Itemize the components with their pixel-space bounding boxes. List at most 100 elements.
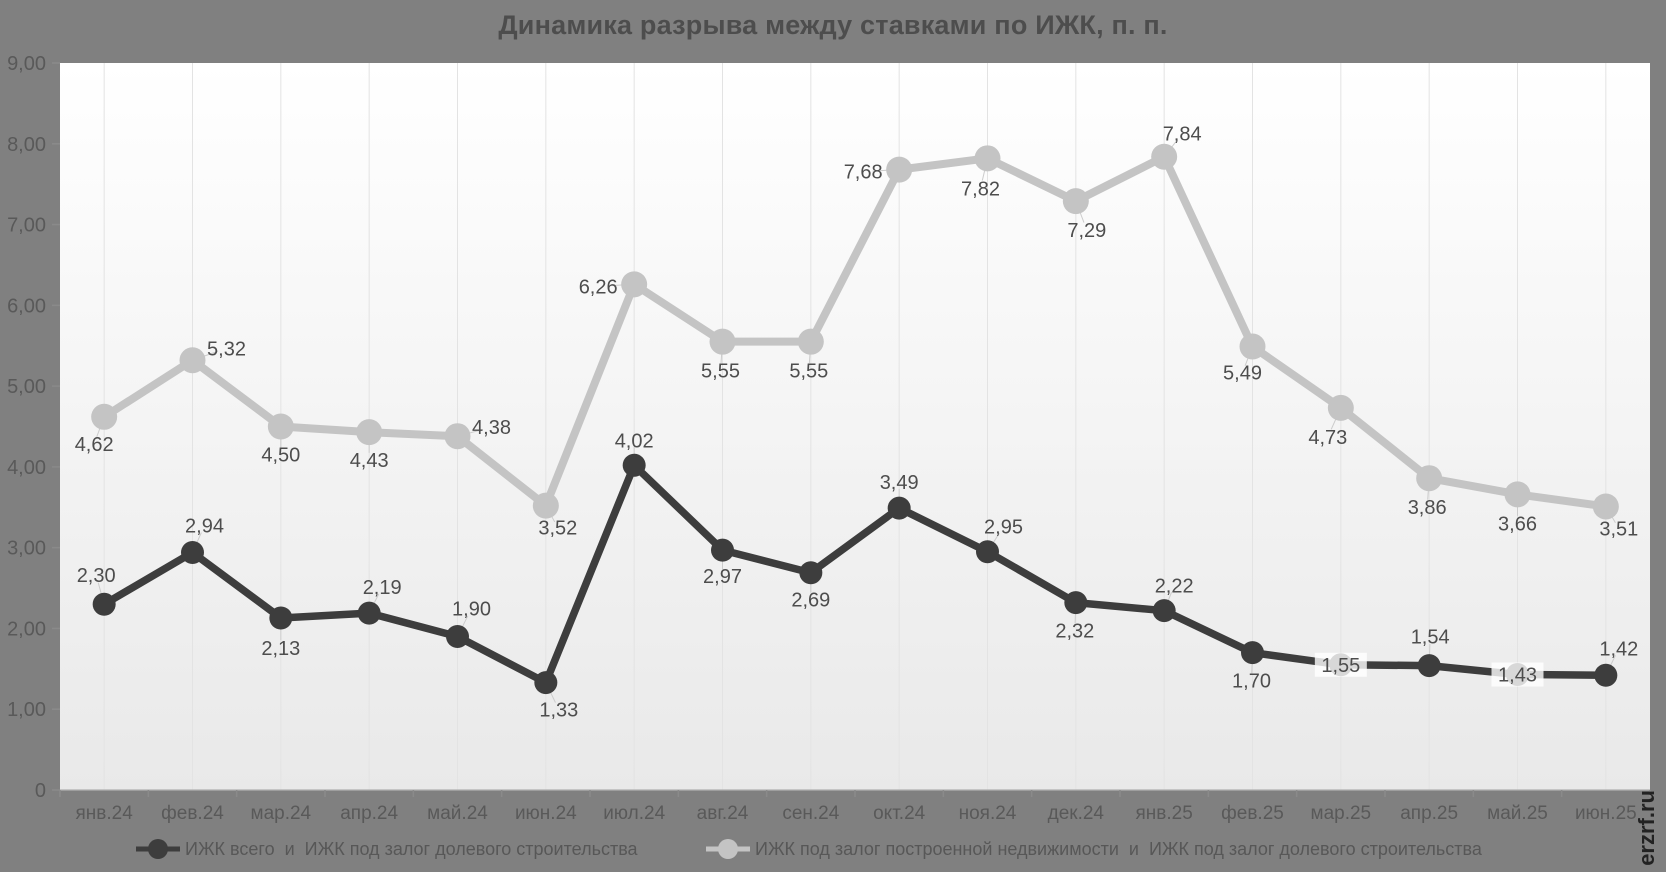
data-label: 7,29	[1067, 220, 1106, 242]
data-label: 3,66	[1498, 513, 1537, 535]
data-label: 3,49	[880, 472, 919, 494]
data-label: 4,02	[615, 430, 654, 452]
data-point-marker	[1417, 654, 1441, 678]
y-axis-label: 1,00	[7, 699, 46, 721]
data-point-marker	[711, 538, 734, 562]
legend-item-izhk-total: ИЖК всего и ИЖК под залог долевого строи…	[135, 834, 638, 864]
data-point-marker	[91, 403, 118, 430]
legend-item-izhk-built: ИЖК под залог построенной недвижимости и…	[705, 834, 1482, 864]
x-axis-label: июн.25	[1575, 803, 1637, 824]
x-axis-label: авг.24	[697, 803, 749, 824]
data-label: 6,26	[579, 276, 618, 298]
data-point-marker	[1062, 188, 1089, 215]
data-point-marker	[357, 601, 381, 625]
watermark: © erzrf.ru	[1634, 790, 1659, 872]
x-axis-label: дек.24	[1048, 803, 1105, 824]
x-axis-label: фев.25	[1221, 803, 1284, 824]
legend-marker-dark-icon	[136, 839, 180, 859]
data-point-marker	[179, 347, 206, 374]
legend-marker-light-icon	[706, 839, 750, 859]
data-label: 5,49	[1223, 363, 1262, 385]
x-axis-label: ноя.24	[959, 803, 1017, 824]
x-axis-label: фев.24	[161, 803, 224, 824]
x-axis-label: апр.25	[1400, 803, 1458, 824]
data-label-background	[1491, 662, 1544, 687]
x-axis-label: сен.24	[782, 803, 839, 824]
data-point-marker	[534, 671, 558, 695]
y-axis-label: 6,00	[7, 295, 46, 317]
data-label: 3,52	[538, 518, 577, 540]
data-point-marker	[621, 271, 648, 298]
data-point-marker	[974, 145, 1001, 172]
data-point-marker	[446, 625, 469, 649]
x-axis-label: апр.24	[340, 803, 398, 824]
data-point-marker	[797, 328, 824, 355]
data-label: 5,55	[701, 361, 740, 383]
data-label: 5,32	[207, 338, 246, 360]
x-axis-label: мар.25	[1311, 803, 1372, 824]
data-label: 1,33	[539, 700, 578, 722]
data-point-marker	[269, 606, 293, 630]
data-label: 2,30	[77, 565, 116, 587]
data-label: 4,62	[75, 434, 114, 456]
data-point-marker	[976, 540, 999, 564]
data-point-marker	[181, 541, 204, 565]
data-label: 1,55	[1321, 655, 1360, 677]
x-axis-label: май.25	[1487, 803, 1548, 824]
y-axis-label: 3,00	[7, 538, 46, 560]
data-point-marker	[1151, 143, 1178, 170]
data-label: 4,73	[1308, 427, 1347, 449]
data-point-marker	[356, 419, 383, 446]
data-point-marker	[1504, 481, 1531, 508]
data-label: 7,68	[844, 162, 883, 184]
y-axis-label: 4,00	[7, 457, 46, 479]
data-label: 2,19	[363, 577, 402, 599]
x-axis-label: июн.24	[515, 803, 577, 824]
data-point-marker	[532, 492, 559, 519]
series-line	[100, 152, 1610, 511]
x-axis-label: окт.24	[873, 803, 926, 824]
data-point-marker	[1152, 599, 1176, 623]
data-point-marker	[1239, 333, 1266, 360]
data-label: 2,69	[791, 590, 830, 612]
data-label: 2,13	[261, 638, 300, 660]
y-axis-label: 9,00	[7, 53, 46, 75]
x-axis-label: май.24	[427, 803, 488, 824]
x-axis-label: мар.24	[251, 803, 312, 824]
data-point-marker	[622, 453, 646, 477]
legend: ИЖК всего и ИЖК под залог долевого строи…	[0, 834, 1666, 868]
data-label: 2,95	[984, 517, 1023, 539]
x-axis-label: янв.24	[76, 803, 134, 824]
data-label: 7,84	[1163, 124, 1202, 146]
data-label: 2,22	[1155, 576, 1194, 598]
data-label: 3,51	[1599, 518, 1638, 540]
data-label: 2,32	[1055, 621, 1094, 643]
data-point-marker	[1064, 591, 1088, 615]
data-point-marker	[886, 156, 913, 183]
y-axis-label: 8,00	[7, 134, 46, 156]
data-point-marker	[709, 328, 736, 355]
y-axis-label: 5,00	[7, 376, 46, 398]
data-label: 1,90	[452, 599, 491, 621]
data-label: 7,82	[961, 178, 1000, 200]
data-label: 2,94	[185, 516, 224, 538]
data-label: 5,55	[789, 361, 828, 383]
data-point-marker	[92, 592, 116, 616]
y-axis-label: 7,00	[7, 215, 46, 237]
y-axis-label: 0	[35, 780, 46, 802]
data-point-marker	[887, 496, 911, 520]
data-label: 1,42	[1599, 638, 1638, 660]
data-label: 3,86	[1408, 497, 1447, 519]
data-label: 1,43	[1498, 664, 1537, 686]
x-axis-label: янв.25	[1136, 803, 1193, 824]
data-point-marker	[799, 561, 823, 585]
data-point-marker	[444, 423, 471, 450]
legend-label-izhk-total: ИЖК всего и ИЖК под залог долевого строи…	[185, 838, 638, 859]
y-axis-label: 2,00	[7, 618, 46, 640]
data-point-marker	[267, 413, 294, 440]
data-label: 1,54	[1411, 627, 1450, 649]
data-label: 4,43	[350, 450, 389, 472]
data-label: 4,50	[261, 445, 300, 467]
data-label: 2,97	[703, 566, 742, 588]
